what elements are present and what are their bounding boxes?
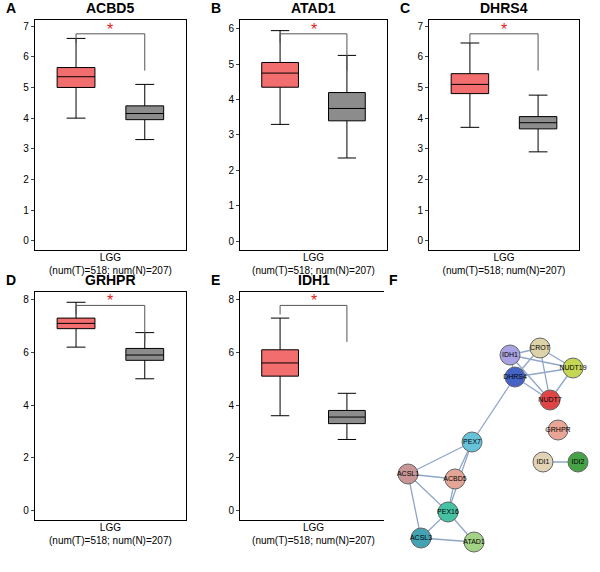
svg-text:2: 2 (228, 165, 234, 176)
svg-text:LGG(num(T)=518; num(N)=207): LGG(num(T)=518; num(N)=207) (252, 522, 375, 546)
svg-text:ACBD5: ACBD5 (86, 0, 134, 16)
svg-text:6: 6 (417, 51, 423, 62)
svg-text:NUDT19: NUDT19 (559, 364, 586, 371)
svg-text:PEX7: PEX7 (463, 438, 481, 445)
svg-text:3: 3 (417, 143, 423, 154)
svg-text:0: 0 (23, 235, 29, 246)
svg-text:F: F (389, 272, 398, 288)
svg-text:*: * (107, 21, 113, 38)
svg-text:IDH1: IDH1 (502, 351, 518, 358)
svg-text:ATAD1: ATAD1 (463, 538, 485, 545)
svg-text:0: 0 (23, 505, 29, 516)
svg-text:5: 5 (417, 82, 423, 93)
svg-text:PEX16: PEX16 (437, 508, 459, 515)
svg-text:ACSL1: ACSL1 (397, 470, 419, 477)
svg-text:6: 6 (228, 23, 234, 34)
svg-text:LGG(num(T)=518; num(N)=207): LGG(num(T)=518; num(N)=207) (443, 252, 566, 276)
svg-text:B: B (211, 0, 221, 16)
svg-text:DHRS4: DHRS4 (480, 0, 528, 16)
svg-text:8: 8 (23, 294, 29, 305)
svg-text:4: 4 (228, 400, 234, 411)
svg-text:6: 6 (23, 347, 29, 358)
svg-text:4: 4 (23, 113, 29, 124)
svg-text:IDI2: IDI2 (572, 458, 585, 465)
svg-text:6: 6 (228, 347, 234, 358)
svg-text:*: * (311, 292, 317, 309)
svg-text:6: 6 (23, 51, 29, 62)
svg-text:7: 7 (23, 21, 29, 32)
svg-text:5: 5 (228, 59, 234, 70)
svg-text:LGG(num(T)=518; num(N)=207): LGG(num(T)=518; num(N)=207) (49, 522, 172, 546)
svg-text:IDI1: IDI1 (537, 458, 550, 465)
svg-text:DHRS4: DHRS4 (503, 373, 527, 380)
svg-text:*: * (311, 21, 317, 38)
svg-text:2: 2 (23, 452, 29, 463)
svg-text:3: 3 (228, 129, 234, 140)
svg-text:GRHPR: GRHPR (85, 272, 136, 288)
svg-text:8: 8 (228, 294, 234, 305)
svg-text:2: 2 (417, 174, 423, 185)
svg-text:4: 4 (417, 113, 423, 124)
svg-text:ATAD1: ATAD1 (291, 0, 336, 16)
svg-text:4: 4 (23, 400, 29, 411)
svg-text:7: 7 (417, 21, 423, 32)
svg-text:*: * (107, 292, 113, 309)
svg-text:0: 0 (228, 505, 234, 516)
svg-text:D: D (6, 272, 16, 288)
svg-text:1: 1 (417, 205, 423, 216)
svg-text:0: 0 (228, 236, 234, 247)
svg-text:A: A (6, 0, 16, 16)
svg-text:ACSL3: ACSL3 (410, 534, 432, 541)
svg-text:3: 3 (23, 143, 29, 154)
svg-text:C: C (400, 0, 410, 16)
svg-text:ACBD5: ACBD5 (443, 475, 466, 482)
svg-text:1: 1 (23, 205, 29, 216)
svg-text:LGG(num(T)=518; num(N)=207): LGG(num(T)=518; num(N)=207) (252, 252, 375, 276)
svg-text:GRHPR: GRHPR (545, 426, 570, 433)
svg-text:IDH1: IDH1 (298, 272, 330, 288)
svg-text:*: * (501, 21, 507, 38)
svg-text:LGG(num(T)=518; num(N)=207): LGG(num(T)=518; num(N)=207) (49, 252, 172, 276)
svg-text:5: 5 (23, 82, 29, 93)
svg-text:0: 0 (417, 235, 423, 246)
svg-text:2: 2 (228, 452, 234, 463)
svg-text:4: 4 (228, 94, 234, 105)
svg-text:NUDT7: NUDT7 (538, 396, 561, 403)
svg-text:2: 2 (23, 174, 29, 185)
svg-text:E: E (211, 272, 220, 288)
svg-text:CROT: CROT (530, 344, 551, 351)
svg-text:1: 1 (228, 200, 234, 211)
